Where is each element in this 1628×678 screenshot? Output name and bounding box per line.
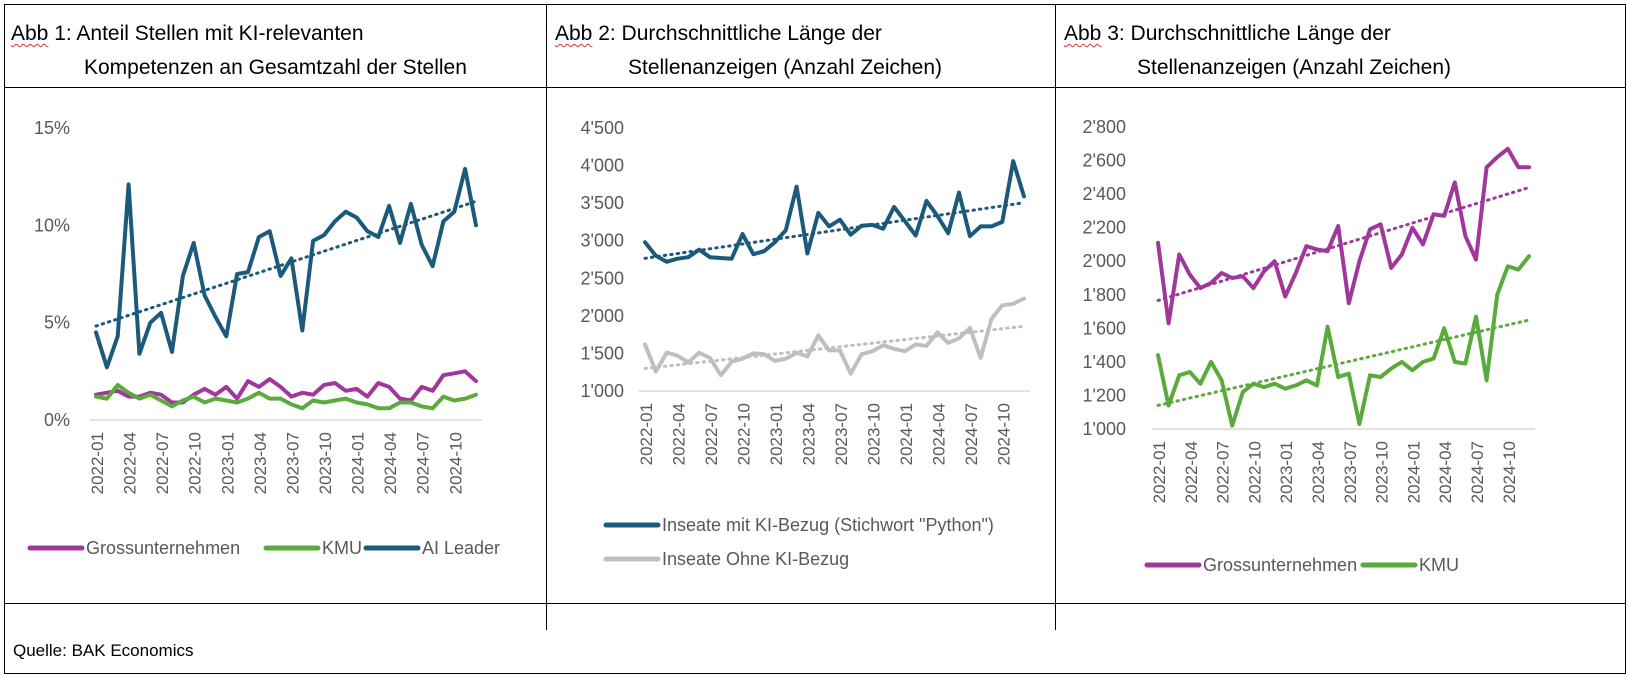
x-tick-label: 2022-01 (88, 432, 107, 494)
x-tick-label: 2024-07 (414, 432, 433, 494)
panel-3-abb: Abb (1064, 22, 1102, 45)
x-tick-label: 2024-04 (1436, 441, 1455, 503)
x-tick-label: 2024-01 (1404, 441, 1423, 503)
y-tick-label: 10% (34, 215, 70, 235)
panel-1-title-line-2: Kompetenzen an Gesamtzahl der Stellen (84, 56, 467, 79)
legend-label-0: Grossunternehmen (86, 538, 240, 558)
x-tick-label: 2023-10 (1373, 441, 1392, 503)
series-line-2 (94, 166, 478, 370)
x-tick-label: 2023-07 (832, 403, 851, 465)
x-tick-label: 2022-10 (186, 432, 205, 494)
y-tick-label: 2'600 (1083, 151, 1126, 171)
y-tick-label: 15% (34, 118, 70, 138)
x-tick-label: 2022-04 (669, 403, 688, 465)
source-divider (5, 603, 1625, 604)
panel-1-abb: Abb (11, 22, 49, 45)
trendline-0 (643, 201, 1026, 260)
x-tick-label: 2023-04 (1309, 441, 1328, 503)
panel-1-title: Abb 1: Anteil Stellen mit KI-relevanten … (11, 17, 467, 85)
source-note: Quelle: BAK Economics (13, 641, 194, 660)
panel-3-title: Abb 3: Durchschnittliche Länge der Stell… (1064, 17, 1451, 85)
x-tick-label: 2024-01 (349, 432, 368, 494)
divider-2 (1055, 5, 1056, 630)
x-tick-label: 2024-10 (446, 432, 465, 494)
title-divider (5, 87, 1625, 88)
x-tick-label: 2024-01 (897, 403, 916, 465)
panel-1-title-line-1: 1: Anteil Stellen mit KI-relevanten (48, 22, 364, 45)
x-tick-label: 2022-10 (734, 403, 753, 465)
panel-3-title-line-1: 3: Durchschnittliche Länge der (1101, 22, 1391, 45)
x-tick-label: 2022-01 (637, 403, 656, 465)
x-tick-label: 2024-10 (1500, 441, 1519, 503)
legend-label-0: Inseate mit KI-Bezug (Stichwort "Python"… (662, 515, 994, 535)
x-tick-label: 2023-01 (767, 403, 786, 465)
trendline-1 (1156, 318, 1531, 407)
y-tick-label: 3'500 (581, 193, 624, 213)
y-tick-label: 1'500 (581, 343, 624, 363)
legend-label-2: AI Leader (422, 538, 500, 558)
series-line-0 (643, 159, 1026, 264)
y-tick-label: 1'200 (1083, 385, 1126, 405)
x-tick-label: 2023-01 (1277, 441, 1296, 503)
chart-ad-length-size: 1'000 1'200 1'400 1'600 1'800 2'000 2'200 2'400… (1083, 117, 1535, 575)
chart-ad-length-python: 1'000 1'500 2'000 2'500 3'000 3'500 4'000 4'500… (581, 118, 1030, 569)
figure-frame: Abb 1: Anteil Stellen mit KI-relevanten … (4, 4, 1626, 674)
x-tick-label: 2024-10 (994, 403, 1013, 465)
x-tick-label: 2023-07 (1341, 441, 1360, 503)
y-tick-label: 0% (44, 410, 70, 430)
series-line-0 (1156, 146, 1531, 326)
y-tick-label: 3'000 (581, 231, 624, 251)
y-tick-label: 5% (44, 313, 70, 333)
x-tick-label: 2022-10 (1245, 441, 1264, 503)
y-tick-label: 2'500 (581, 268, 624, 288)
x-tick-label: 2023-10 (864, 403, 883, 465)
legend-label-0: Grossunternehmen (1203, 555, 1357, 575)
chart-share-ki-jobs: 0% 5% 10% 15% 2022-01 2022-04 2022-07 2022-10 20… (27, 118, 500, 558)
legend-label-1: KMU (322, 538, 362, 558)
x-tick-label: 2023-04 (799, 403, 818, 465)
trendline-2 (94, 199, 478, 328)
y-tick-label: 2'800 (1083, 117, 1126, 137)
x-tick-label: 2022-07 (1214, 441, 1233, 503)
x-tick-label: 2023-01 (218, 432, 237, 494)
x-tick-label: 2023-04 (251, 432, 270, 494)
y-tick-label: 4'000 (581, 156, 624, 176)
y-tick-label: 1'000 (581, 381, 624, 401)
y-tick-label: 2'000 (581, 306, 624, 326)
x-tick-label: 2024-07 (1468, 441, 1487, 503)
x-tick-label: 2024-07 (962, 403, 981, 465)
series-line-0 (94, 369, 478, 405)
x-tick-label: 2022-07 (702, 403, 721, 465)
y-tick-label: 2'000 (1083, 251, 1126, 271)
y-tick-label: 2'200 (1083, 218, 1126, 238)
trendline-1 (643, 324, 1026, 370)
y-tick-label: 1'400 (1083, 352, 1126, 372)
y-tick-label: 2'400 (1083, 184, 1126, 204)
y-tick-label: 1'600 (1083, 318, 1126, 338)
series-line-1 (1156, 254, 1531, 428)
legend-label-1: Inseate Ohne KI-Bezug (662, 549, 849, 569)
y-tick-label: 4'500 (581, 118, 624, 138)
x-tick-label: 2022-04 (121, 432, 140, 494)
panel-2-title: Abb 2: Durchschnittliche Länge der Stell… (555, 17, 942, 85)
trendline-0 (1156, 186, 1531, 302)
y-tick-label: 1'800 (1083, 285, 1126, 305)
panel-2-abb: Abb (555, 22, 593, 45)
legend-label-1: KMU (1419, 555, 1459, 575)
x-tick-label: 2024-04 (929, 403, 948, 465)
x-tick-label: 2022-07 (153, 432, 172, 494)
x-tick-label: 2024-04 (381, 432, 400, 494)
panel-3-title-line-2: Stellenanzeigen (Anzahl Zeichen) (1137, 56, 1452, 79)
series-line-1 (643, 296, 1026, 378)
x-tick-label: 2023-07 (283, 432, 302, 494)
x-tick-label: 2022-01 (1150, 441, 1169, 503)
panel-2-title-line-1: 2: Durchschnittliche Länge der (592, 22, 882, 45)
panel-2-title-line-2: Stellenanzeigen (Anzahl Zeichen) (628, 56, 943, 79)
divider-1 (546, 5, 547, 630)
x-tick-label: 2023-10 (316, 432, 335, 494)
series-line-1 (94, 383, 478, 411)
y-tick-label: 1'000 (1083, 419, 1126, 439)
x-tick-label: 2022-04 (1182, 441, 1201, 503)
